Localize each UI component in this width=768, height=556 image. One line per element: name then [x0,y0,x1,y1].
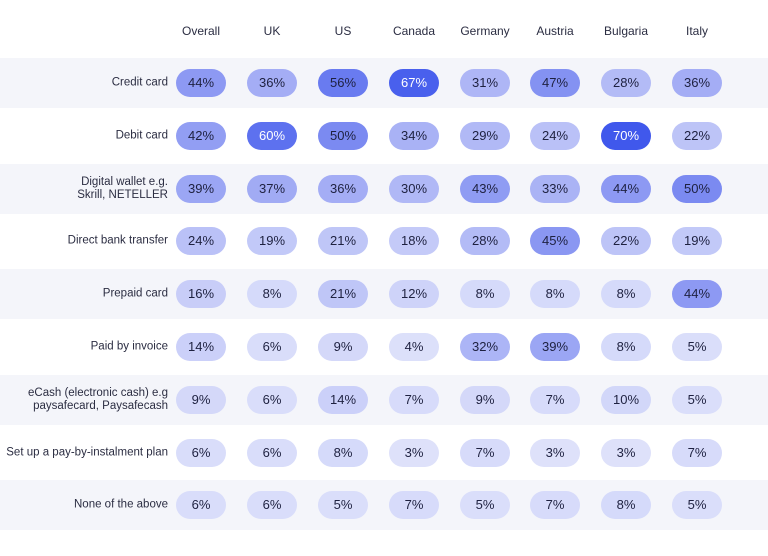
heatmap-cell: 8% [601,491,651,520]
row-label: eCash (electronic cash) e.g paysafecard, … [28,386,168,412]
heatmap-cell: 18% [389,227,439,256]
heatmap-cell: 5% [672,333,722,361]
heatmap-cell: 7% [672,438,722,467]
heatmap-cell: 21% [318,280,368,309]
heatmap-cell: 6% [247,491,297,520]
heatmap-cell: 37% [247,174,297,203]
row-label: Prepaid card [102,287,168,300]
row-label: Paid by invoice [90,340,168,353]
row-label: Direct bank transfer [67,234,168,247]
column-header: Austria [536,24,574,38]
heatmap-cell: 7% [530,491,580,520]
heatmap-cell: 60% [247,121,297,150]
heatmap-cell: 5% [318,491,368,520]
heatmap-cell: 36% [318,174,368,203]
heatmap-cell: 4% [389,333,439,361]
heatmap-cell: 6% [247,438,297,467]
heatmap-cell: 70% [601,121,651,150]
heatmap-cell: 7% [389,491,439,520]
heatmap-cell: 6% [247,333,297,361]
heatmap-cell: 8% [530,280,580,309]
column-header: Canada [392,24,436,38]
heatmap-cell: 6% [247,385,297,414]
heatmap-cell: 8% [601,280,651,309]
column-header: UK [263,24,281,38]
heatmap-cell: 29% [460,121,510,150]
heatmap-cell: 28% [601,69,651,97]
heatmap-cell: 43% [460,174,510,203]
heatmap-cell: 31% [460,69,510,97]
heatmap-cell: 9% [176,385,226,414]
heatmap-cell: 39% [530,333,580,361]
heatmap-cell: 44% [176,69,226,97]
heatmap-cell: 19% [672,227,722,256]
column-header: Bulgaria [603,24,649,38]
heatmap-cell: 33% [530,174,580,203]
heatmap-cell: 3% [530,438,580,467]
heatmap-cell: 42% [176,121,226,150]
column-header: Germany [460,24,510,38]
heatmap-cell: 32% [460,333,510,361]
heatmap-cell: 67% [389,69,439,97]
heatmap-cell: 14% [318,385,368,414]
heatmap-cell: 30% [389,174,439,203]
row-label: Set up a pay-by-instalment plan [6,446,168,459]
heatmap-cell: 6% [176,491,226,520]
heatmap-cell: 56% [318,69,368,97]
heatmap-cell: 39% [176,174,226,203]
heatmap-cell: 36% [672,69,722,97]
heatmap-cell: 5% [460,491,510,520]
heatmap-cell: 24% [530,121,580,150]
heatmap-cell: 7% [460,438,510,467]
heatmap-cell: 45% [530,227,580,256]
heatmap-cell: 10% [601,385,651,414]
heatmap-cell: 12% [389,280,439,309]
heatmap-cell: 8% [601,333,651,361]
heatmap-cell: 21% [318,227,368,256]
heatmap-cell: 3% [601,438,651,467]
heatmap-cell: 9% [460,385,510,414]
heatmap-cell: 6% [176,438,226,467]
heatmap-cell: 22% [672,121,722,150]
heatmap-cell: 8% [247,280,297,309]
heatmap-cell: 24% [176,227,226,256]
heatmap-cell: 50% [318,121,368,150]
heatmap-cell: 7% [530,385,580,414]
heatmap-cell: 22% [601,227,651,256]
column-header: Overall [181,24,220,38]
heatmap-cell: 7% [389,385,439,414]
heatmap-cell: 5% [672,491,722,520]
column-header: US [334,24,352,38]
heatmap-cell: 44% [672,280,722,309]
heatmap-cell: 44% [601,174,651,203]
heatmap-cell: 28% [460,227,510,256]
row-label: None of the above [74,498,168,511]
row-label: Credit card [111,76,168,89]
heatmap-cell: 5% [672,385,722,414]
column-header: Italy [685,24,708,38]
heatmap-cell: 47% [530,69,580,97]
heatmap-cell: 34% [389,121,439,150]
row-label: Digital wallet e.g. Skrill, NETELLER [77,175,168,201]
heatmap-cell: 3% [389,438,439,467]
heatmap-cell: 9% [318,333,368,361]
heatmap-cell: 16% [176,280,226,309]
row-label: Debit card [115,129,168,142]
heatmap-cell: 14% [176,333,226,361]
heatmap-cell: 8% [460,280,510,309]
heatmap-cell: 8% [318,438,368,467]
heatmap-cell: 19% [247,227,297,256]
heatmap-cell: 36% [247,69,297,97]
heatmap-cell: 50% [672,174,722,203]
